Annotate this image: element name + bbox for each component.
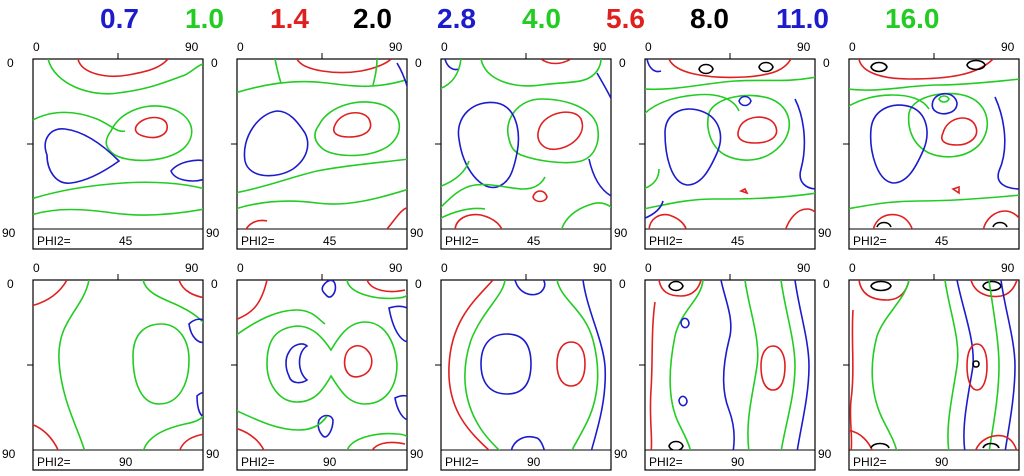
- phi2-value: 90: [119, 455, 133, 469]
- contour-level-legend: 0.7 1.0 1.4 2.0 2.8 4.0 5.6 8.0 11.0 16.…: [0, 0, 1024, 40]
- odf-panel-r2c2: 0 90 0 90 PHI2= 90: [206, 261, 408, 471]
- phi2-value: 45: [527, 234, 541, 248]
- phi2-value: 90: [527, 455, 541, 469]
- x-tick-end: 90: [797, 40, 811, 54]
- y-tick-end: 90: [206, 226, 220, 240]
- x-tick-end: 90: [389, 261, 403, 275]
- legend-level-4: 2.0: [353, 3, 392, 34]
- phi2-label: PHI2=: [241, 455, 275, 469]
- phi2-label: PHI2=: [853, 455, 887, 469]
- legend-level-6: 4.0: [522, 3, 561, 34]
- x-tick-start: 0: [645, 261, 652, 275]
- x-tick-end: 90: [185, 261, 199, 275]
- odf-panel-r1c4: 0 90 0 90 PHI2= 45: [614, 40, 816, 250]
- x-tick-start: 0: [237, 261, 244, 275]
- x-tick-end: 90: [593, 40, 607, 54]
- phi2-value: 90: [323, 455, 337, 469]
- x-tick-end: 90: [185, 40, 199, 54]
- x-tick-start: 0: [849, 261, 856, 275]
- phi2-value: 45: [935, 234, 949, 248]
- odf-panel-r2c1: 0 90 0 90 PHI2= 90: [2, 261, 204, 471]
- legend-level-10: 16.0: [885, 3, 940, 34]
- phi2-value: 45: [731, 234, 745, 248]
- x-tick-start: 0: [33, 40, 40, 54]
- legend-level-5: 2.8: [437, 3, 476, 34]
- odf-panel-r1c2: 0 90 0 90 PHI2= 45: [206, 40, 408, 250]
- legend-level-7: 5.6: [606, 3, 645, 34]
- odf-panel-r2c4: 0 90 0 90 PHI2= 90: [614, 261, 816, 471]
- phi2-value: 45: [323, 234, 337, 248]
- x-tick-end: 90: [389, 40, 403, 54]
- y-tick-start: 0: [211, 56, 218, 70]
- phi2-label: PHI2=: [649, 234, 683, 248]
- phi2-value: 45: [119, 234, 133, 248]
- legend-level-8: 8.0: [690, 3, 729, 34]
- phi2-label: PHI2=: [37, 455, 71, 469]
- phi2-label: PHI2=: [445, 455, 479, 469]
- phi2-label: PHI2=: [853, 234, 887, 248]
- y-tick-start: 0: [7, 56, 14, 70]
- phi2-value: 90: [731, 455, 745, 469]
- y-tick-start: 0: [211, 277, 218, 291]
- y-tick-end: 90: [2, 447, 16, 461]
- phi2-value: 90: [935, 455, 949, 469]
- odf-panel-r1c5: 0 90 0 90 PHI2= 45: [818, 40, 1020, 250]
- odf-panel-r1c3: 0 90 0 90 PHI2= 45: [410, 40, 612, 250]
- y-tick-end: 90: [410, 226, 424, 240]
- x-tick-end: 90: [593, 261, 607, 275]
- y-tick-end: 90: [206, 447, 220, 461]
- legend-level-3: 1.4: [270, 3, 309, 34]
- y-tick-end: 90: [410, 447, 424, 461]
- x-tick-start: 0: [33, 261, 40, 275]
- y-tick-end: 90: [818, 447, 832, 461]
- legend-level-2: 1.0: [185, 3, 224, 34]
- x-tick-start: 0: [849, 40, 856, 54]
- y-tick-start: 0: [415, 277, 422, 291]
- y-tick-end: 90: [614, 226, 628, 240]
- y-tick-end: 90: [614, 447, 628, 461]
- x-tick-end: 90: [797, 261, 811, 275]
- y-tick-start: 0: [619, 277, 626, 291]
- legend-level-9: 11.0: [776, 3, 829, 34]
- y-tick-start: 0: [619, 56, 626, 70]
- phi2-label: PHI2=: [445, 234, 479, 248]
- y-tick-end: 90: [2, 226, 16, 240]
- odf-panel-r1c1: 0 90 0 90 PHI2= 45: [2, 40, 204, 250]
- odf-panel-r2c3: 0 90 0 90 PHI2= 90: [410, 261, 612, 471]
- x-tick-end: 90: [1001, 40, 1015, 54]
- x-tick-start: 0: [237, 40, 244, 54]
- phi2-label: PHI2=: [37, 234, 71, 248]
- y-tick-start: 0: [7, 277, 14, 291]
- x-tick-end: 90: [1001, 261, 1015, 275]
- x-tick-start: 0: [645, 40, 652, 54]
- y-tick-start: 0: [823, 56, 830, 70]
- y-tick-start: 0: [415, 56, 422, 70]
- phi2-label: PHI2=: [649, 455, 683, 469]
- phi2-label: PHI2=: [241, 234, 275, 248]
- y-tick-start: 0: [823, 277, 830, 291]
- x-tick-start: 0: [441, 40, 448, 54]
- legend-level-1: 0.7: [100, 3, 139, 34]
- odf-panel-r2c5: 0 90 0 90 PHI2= 90: [818, 261, 1020, 471]
- x-tick-start: 0: [441, 261, 448, 275]
- y-tick-end: 90: [818, 226, 832, 240]
